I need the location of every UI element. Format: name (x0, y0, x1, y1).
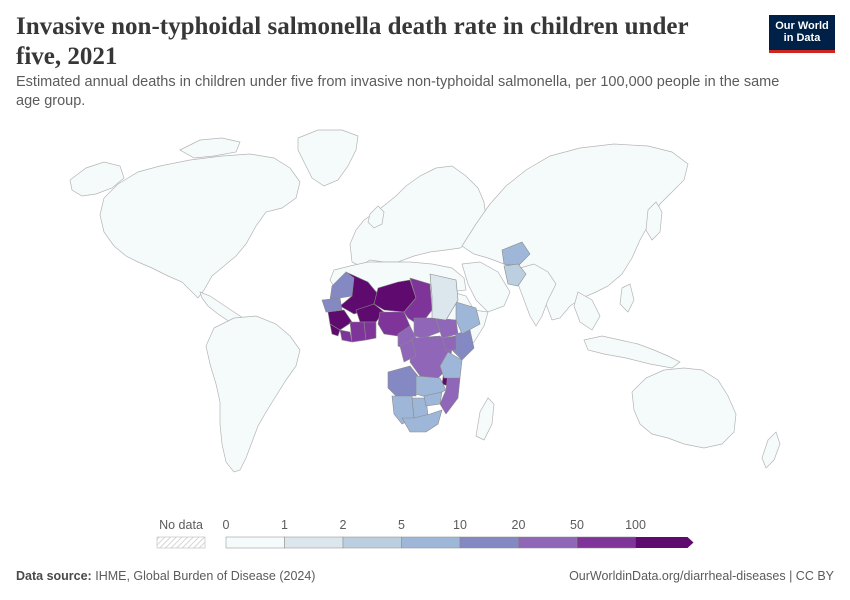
land-india (517, 263, 557, 327)
legend-tick-label: 0 (223, 518, 230, 532)
country-layer[interactable] (321, 241, 531, 433)
land-new-zealand (761, 431, 781, 469)
legend-bin-swatch (635, 537, 694, 548)
source-label: Data source: (16, 569, 92, 583)
land-north-america (99, 153, 301, 299)
logo-line-1: Our World (775, 20, 829, 32)
country-liberia[interactable] (339, 329, 353, 343)
land-alaska (69, 161, 125, 197)
land-indonesia (583, 335, 681, 369)
footer-url[interactable]: OurWorldinData.org/diarrheal-diseases | … (569, 569, 834, 583)
land-canada-arctic (179, 137, 241, 159)
country-ghana[interactable] (363, 321, 377, 341)
legend-tick-label: 50 (570, 518, 584, 532)
legend-tick-label: 5 (398, 518, 405, 532)
country-cote-d-ivoire[interactable] (349, 321, 367, 343)
country-central-african-republic[interactable] (413, 317, 441, 339)
country-tanzania[interactable] (439, 351, 463, 379)
country-south-africa[interactable] (401, 409, 443, 433)
legend-bin-swatch (576, 536, 636, 549)
legend-bin-swatch (284, 536, 344, 549)
legend-no-data-label: No data (159, 518, 203, 532)
country-ethiopia[interactable] (455, 301, 481, 335)
land-japan (645, 201, 663, 241)
country-zimbabwe[interactable] (423, 391, 443, 407)
country-south-sudan[interactable] (435, 317, 459, 339)
country-pakistan[interactable] (503, 263, 527, 287)
country-sierra-leone[interactable] (329, 323, 341, 337)
land-uk (367, 205, 385, 229)
country-uganda[interactable] (441, 335, 457, 351)
logo-line-2: in Data (783, 32, 821, 44)
land-australia (631, 367, 737, 449)
chart-subtitle: Estimated annual deaths in children unde… (16, 74, 780, 109)
owid-logo[interactable]: Our World in Data (769, 15, 835, 53)
legend-bin-swatch (459, 536, 519, 549)
legend-bin-swatch (342, 536, 402, 549)
map-legend: No data 0 1 2 5 10 20 50 100 (156, 518, 694, 549)
country-afghanistan[interactable] (501, 241, 531, 267)
country-senegal[interactable] (321, 297, 343, 313)
chart-title: Invasive non-typhoidal salmonella death … (16, 13, 689, 70)
land-philippines (619, 283, 635, 313)
land-arabia (461, 261, 511, 313)
country-congo[interactable] (399, 339, 417, 363)
source-text[interactable]: IHME, Global Burden of Disease (2024) (95, 569, 316, 583)
data-source: Data source: IHME, Global Burden of Dise… (16, 569, 315, 583)
country-sudan[interactable] (429, 273, 459, 321)
land-madagascar (475, 397, 495, 441)
legend-bins: 0 1 2 5 10 20 50 100 (223, 518, 694, 549)
land-south-america (205, 315, 301, 473)
legend-bin-swatch (401, 536, 461, 549)
country-angola[interactable] (387, 365, 419, 397)
legend-tick-label: 2 (340, 518, 347, 532)
land-se-asia (573, 291, 601, 331)
world-map[interactable] (0, 122, 850, 512)
land-greenland (297, 129, 359, 187)
legend-no-data-swatch (156, 536, 206, 549)
legend-tick-label: 1 (281, 518, 288, 532)
legend-tick-label: 20 (512, 518, 526, 532)
legend-tick-label: 10 (453, 518, 467, 532)
legend-bin-swatch (225, 536, 285, 549)
legend-tick-label: 100 (625, 518, 646, 532)
legend-bin-swatch (518, 536, 578, 549)
